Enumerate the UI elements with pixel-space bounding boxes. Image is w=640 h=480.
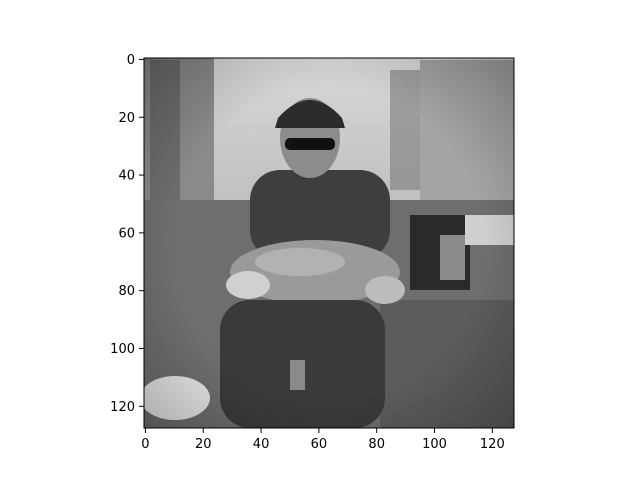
photo-image [144,58,514,428]
y-tick-label: 0 [127,53,135,68]
x-tick-label: 80 [368,437,385,452]
y-axis: 0 20 40 60 80 100 120 [110,53,144,415]
y-tick-label: 20 [118,111,135,126]
x-tick-label: 120 [480,437,505,452]
plot-frame [143,57,515,429]
x-tick-label: 60 [311,437,328,452]
y-tick-label: 100 [110,342,135,357]
y-tick-label: 80 [118,284,135,299]
y-tick-label: 120 [110,400,135,415]
x-tick-label: 0 [141,437,149,452]
y-tick-label: 40 [118,169,135,184]
y-tick-label: 60 [118,226,135,241]
x-tick-label: 100 [422,437,447,452]
x-tick-label: 40 [253,437,270,452]
x-axis: 0 20 40 60 80 100 120 [141,428,505,452]
x-tick-label: 20 [195,437,212,452]
